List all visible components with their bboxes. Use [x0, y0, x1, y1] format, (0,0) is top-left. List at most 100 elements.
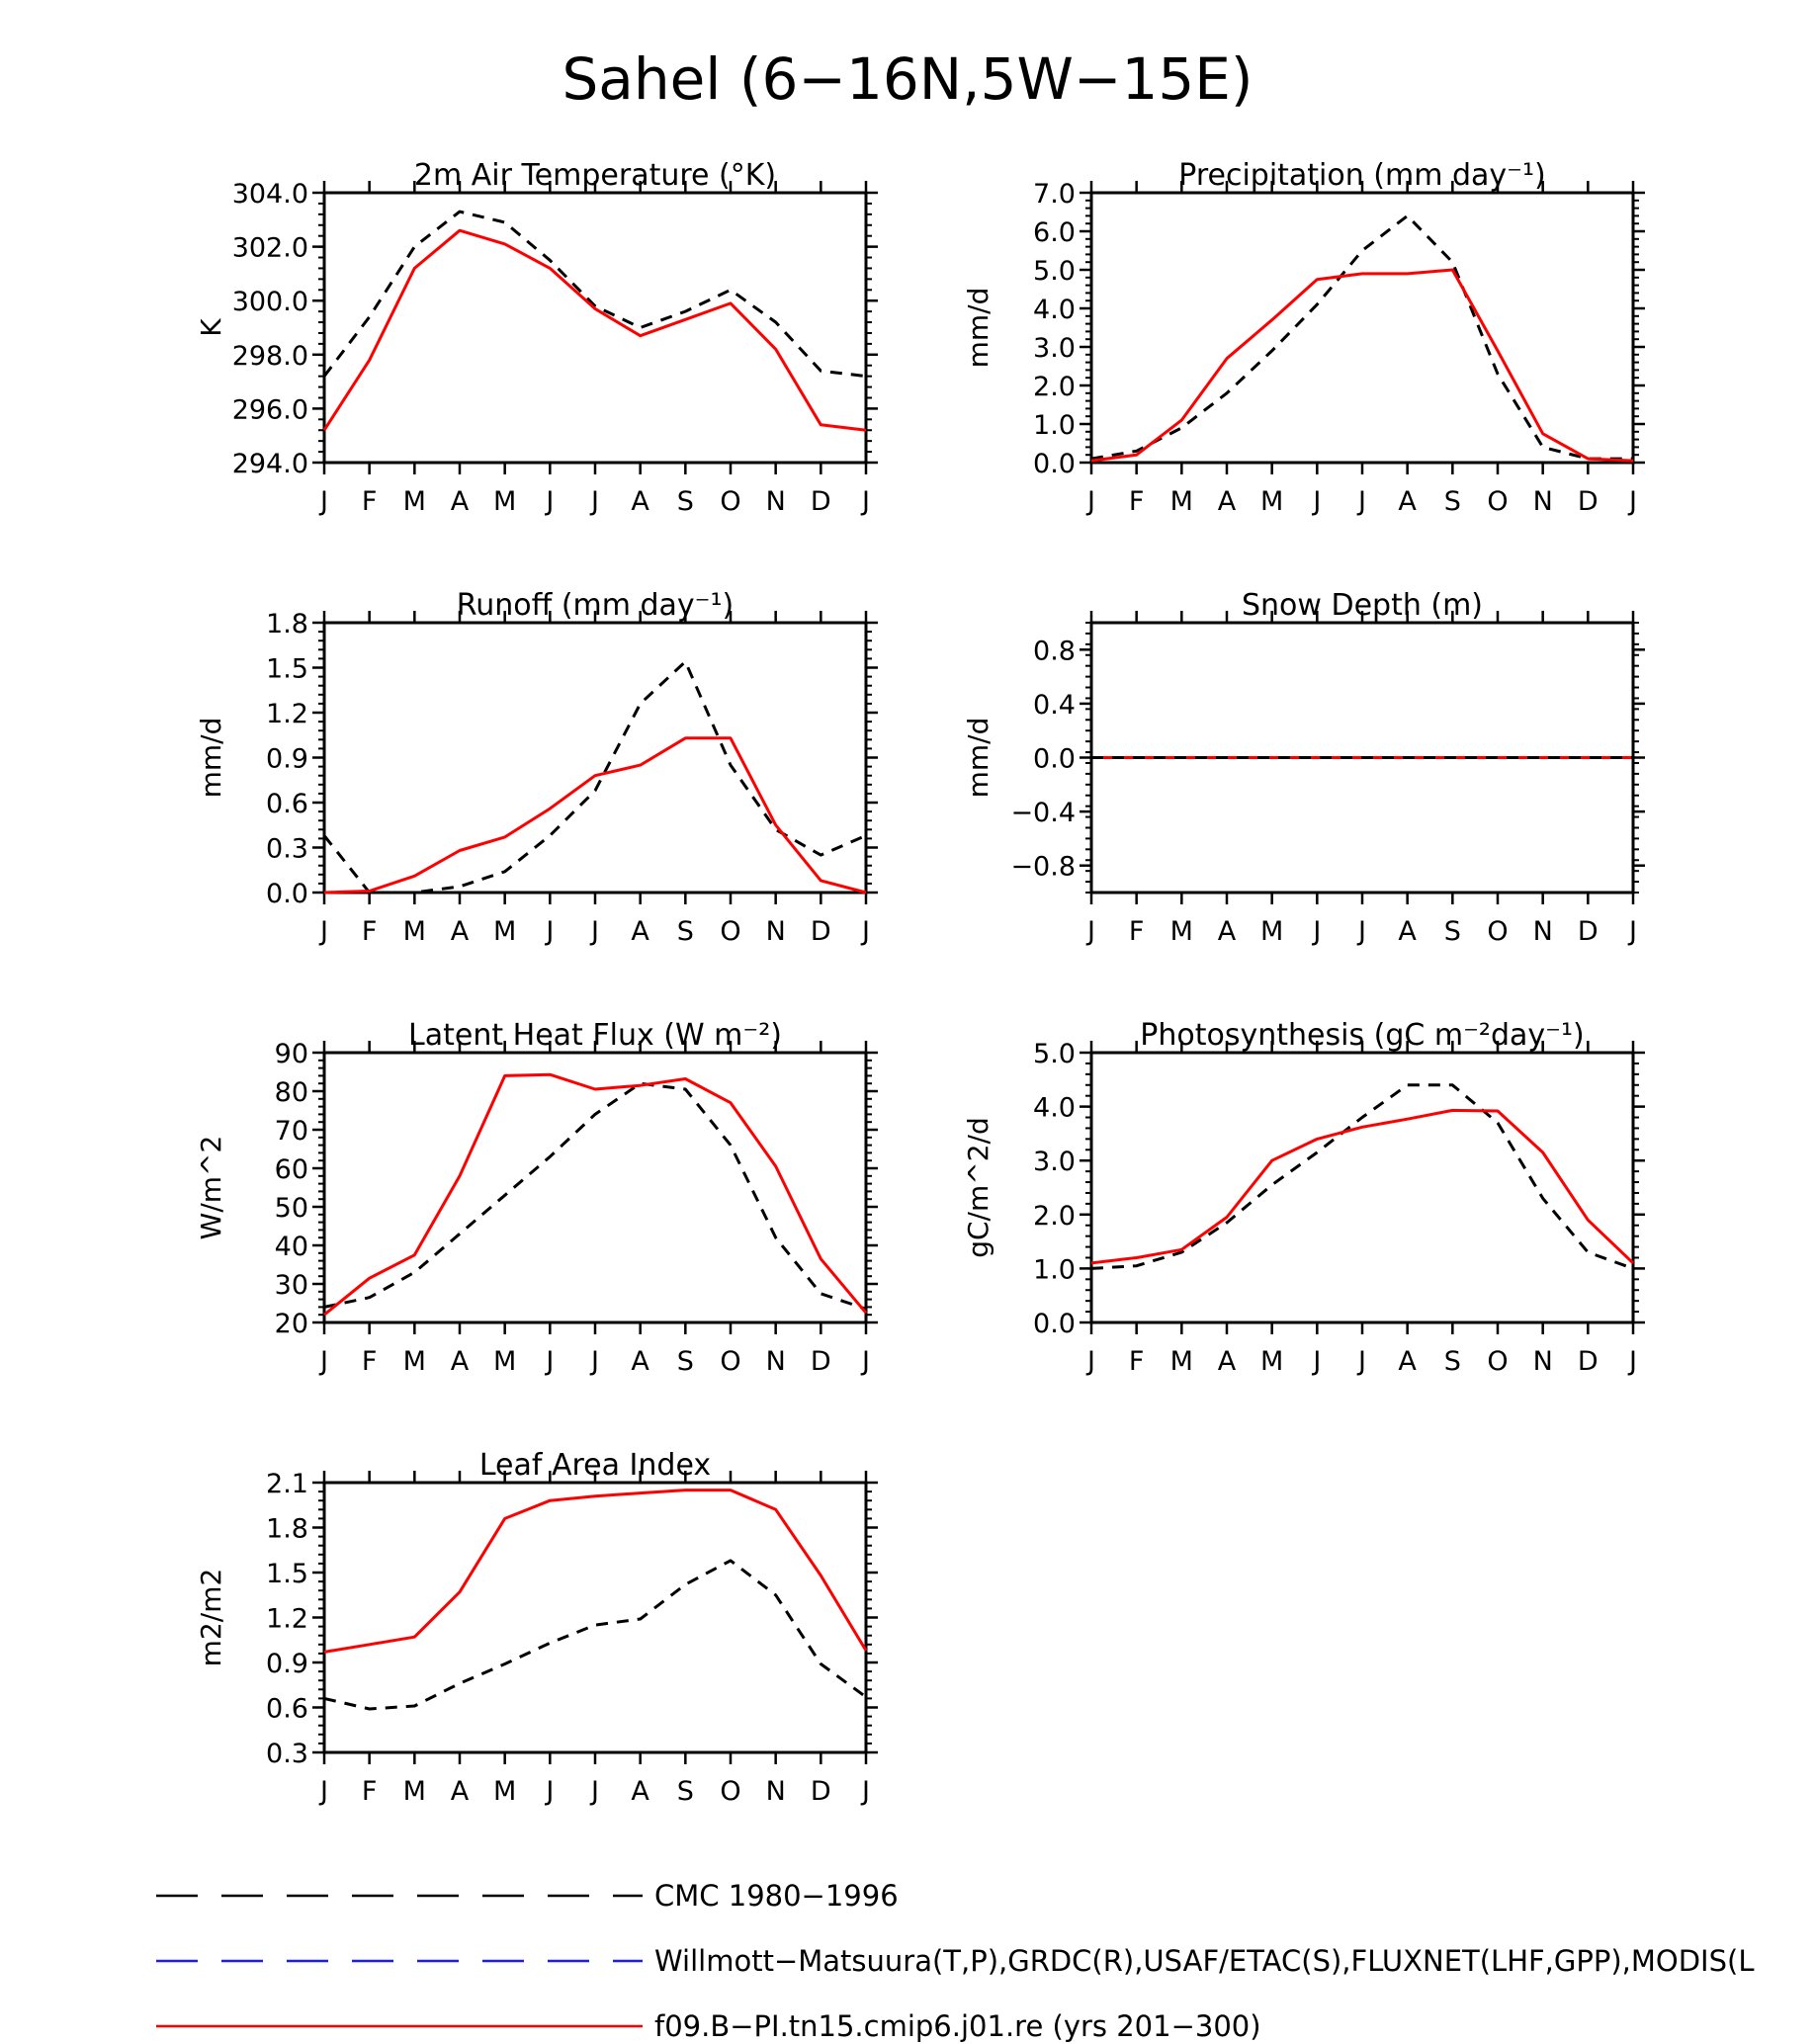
x-tick-label: M [493, 1776, 516, 1807]
plot-frame [322, 191, 868, 465]
x-tick-label: O [1487, 1346, 1508, 1377]
y-tick-label: 50 [275, 1193, 308, 1224]
x-tick-label: A [1218, 486, 1237, 517]
y-tick-label: 6.0 [1033, 217, 1076, 248]
y-tick-label: 302.0 [232, 233, 308, 264]
x-tick-label: J [318, 1776, 328, 1807]
chart-panel-2: Precipitation (mm day⁻¹)J F M A M J J A S O N D J0.0… [962, 158, 1645, 517]
chart-panel-6: Photosynthesis (gC m⁻²day⁻¹)J F M A M J J A S O N D… [962, 1018, 1645, 1377]
y-tick-label: 0.6 [266, 789, 308, 819]
x-tick-label: J [318, 916, 328, 947]
x-tick-label: D [1578, 916, 1599, 947]
x-tick-label: M [1170, 916, 1193, 947]
x-tick-label: N [1533, 1346, 1553, 1377]
series-line-cmc [323, 1081, 867, 1311]
x-tick-label: A [451, 1776, 470, 1807]
y-tick-label: 20 [275, 1309, 308, 1339]
x-tick-label: N [1533, 486, 1553, 517]
x-tick-label: A [1218, 916, 1237, 947]
y-tick-label: 2.0 [1033, 372, 1076, 402]
x-tick-label: M [1170, 486, 1193, 517]
x-tick-label: J [1085, 916, 1095, 947]
x-tick-label: J [1085, 486, 1095, 517]
x-tick-label: M [403, 1776, 426, 1807]
series-line-cmc [1090, 213, 1633, 461]
x-tick-label: N [766, 1776, 786, 1807]
legend: CMC 1980−1996 Willmott−Matsuura(T,P),GRDC… [156, 1879, 1755, 2043]
x-tick-label: D [811, 486, 831, 517]
y-tick-label: 4.0 [1033, 295, 1076, 325]
x-tick-label: D [811, 1346, 831, 1377]
y-tick-label: 0.0 [1033, 744, 1076, 775]
x-tick-label: J [1311, 486, 1321, 517]
chart-panel-5: Latent Heat Flux (W m⁻²)J F M A M J J A S O N D J203… [195, 1018, 878, 1377]
y-tick-label: 1.5 [266, 1559, 308, 1589]
series-line-model [1090, 268, 1634, 463]
x-tick-label: M [493, 486, 516, 517]
x-tick-label: J [1356, 486, 1366, 517]
y-tick-label: 304.0 [232, 179, 308, 210]
x-tick-label: A [451, 1346, 470, 1377]
y-tick-label: 296.0 [232, 394, 308, 425]
x-tick-label: A [631, 486, 649, 517]
x-tick-label: S [677, 916, 694, 947]
x-tick-label: J [318, 486, 328, 517]
x-tick-label: J [589, 1776, 599, 1807]
x-tick-label: D [811, 916, 831, 947]
x-tick-label: S [1444, 916, 1461, 947]
x-tick-label: J [1311, 916, 1321, 947]
y-tick-label: 40 [275, 1232, 308, 1262]
y-tick-label: 300.0 [232, 287, 308, 317]
y-axis-label: mm/d [962, 718, 994, 799]
y-tick-label: 60 [275, 1154, 308, 1185]
y-tick-label: 0.3 [266, 834, 308, 865]
x-tick-label: F [1129, 486, 1145, 517]
y-tick-label: 70 [275, 1116, 308, 1147]
y-tick-label: 0.4 [1033, 690, 1076, 721]
y-tick-label: 2.1 [266, 1469, 308, 1499]
x-tick-label: J [1627, 916, 1637, 947]
y-tick-label: 4.0 [1033, 1093, 1076, 1124]
y-tick-label: 1.8 [266, 1514, 308, 1545]
y-tick-label: −0.8 [1010, 852, 1076, 883]
x-tick-label: J [1627, 1346, 1637, 1377]
x-tick-label: A [451, 916, 470, 947]
x-tick-label: J [860, 916, 870, 947]
x-tick-label: M [1260, 1346, 1283, 1377]
y-tick-label: 0.6 [266, 1694, 308, 1725]
y-tick-label: 5.0 [1033, 256, 1076, 287]
x-tick-label: A [631, 1776, 649, 1807]
y-axis-label: mm/d [962, 288, 994, 369]
x-tick-label: M [403, 486, 426, 517]
x-tick-label: F [362, 1776, 378, 1807]
x-tick-label: M [403, 1346, 426, 1377]
x-tick-label: A [631, 1346, 649, 1377]
x-tick-label: J [544, 1776, 554, 1807]
x-tick-label: J [544, 916, 554, 947]
x-tick-label: O [720, 1346, 740, 1377]
y-axis-label: mm/d [195, 718, 227, 799]
y-tick-label: 1.0 [1033, 410, 1076, 441]
x-tick-label: M [493, 1346, 516, 1377]
series-line-model [1090, 1108, 1635, 1265]
x-tick-label: S [1444, 1346, 1461, 1377]
series-line-cmc [1090, 1083, 1634, 1270]
x-tick-label: J [544, 486, 554, 517]
x-tick-label: F [362, 916, 378, 947]
x-tick-label: F [362, 486, 378, 517]
x-tick-label: J [860, 1776, 870, 1807]
x-tick-label: O [1487, 916, 1508, 947]
x-tick-label: S [677, 1346, 694, 1377]
x-tick-label: J [860, 1346, 870, 1377]
y-tick-label: 1.2 [266, 699, 308, 729]
y-axis-label: W/m^2 [195, 1136, 227, 1240]
x-tick-label: J [544, 1346, 554, 1377]
x-tick-label: D [1578, 1346, 1599, 1377]
x-tick-label: N [766, 1346, 786, 1377]
x-tick-label: S [677, 1776, 694, 1807]
x-tick-label: D [1578, 486, 1599, 517]
plot-frame [1089, 1051, 1635, 1324]
y-tick-label: 0.0 [1033, 1309, 1076, 1339]
y-tick-label: 1.8 [266, 609, 308, 639]
